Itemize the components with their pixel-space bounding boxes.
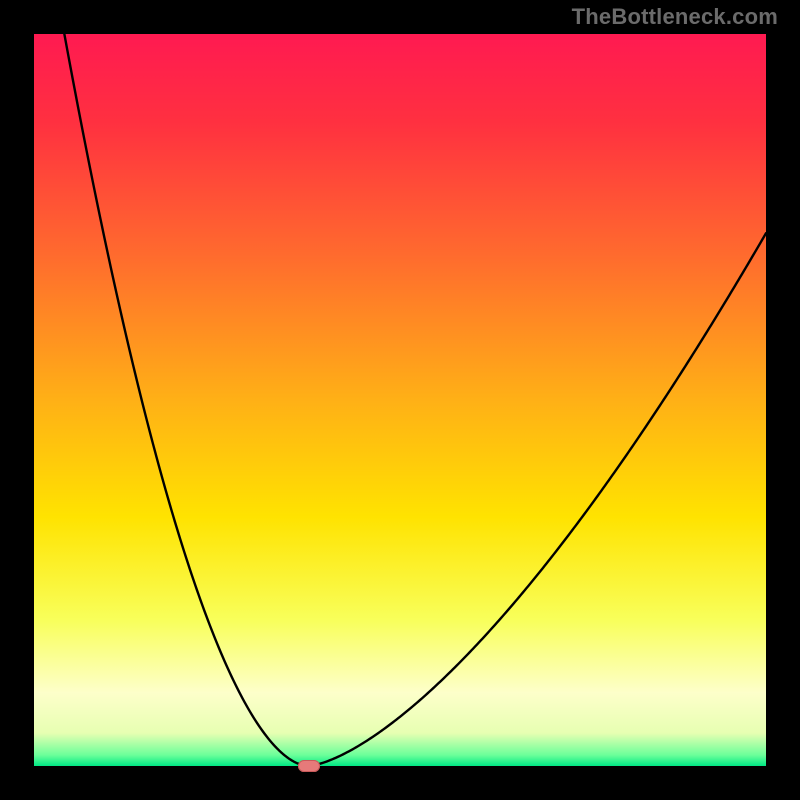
bottleneck-curve xyxy=(34,34,766,766)
minimum-marker xyxy=(298,760,320,772)
chart-frame: TheBottleneck.com xyxy=(0,0,800,800)
plot-area xyxy=(34,34,766,766)
watermark-text: TheBottleneck.com xyxy=(572,4,778,30)
